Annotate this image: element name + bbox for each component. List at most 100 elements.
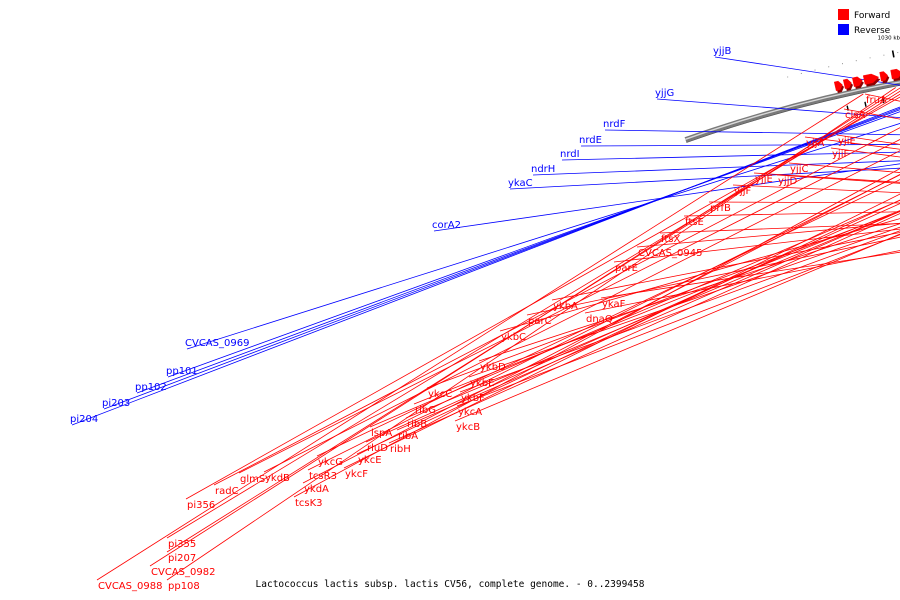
gene-label[interactable]: rluD — [367, 443, 388, 454]
label-leader-line — [659, 223, 900, 234]
gene-label[interactable]: ykbF — [461, 393, 485, 404]
label-leader-line — [356, 199, 900, 455]
label-leader-line — [396, 211, 900, 431]
label-leader-line — [388, 213, 900, 444]
minor-tick-mark — [864, 101, 867, 107]
label-leader-line — [186, 123, 900, 350]
gene-label[interactable]: pi204 — [70, 414, 98, 425]
gene-label[interactable]: ftsX — [661, 234, 680, 245]
gene-label[interactable]: dnaQ — [586, 314, 613, 325]
label-leader-line — [683, 211, 900, 217]
legend: Forward Reverse — [838, 9, 891, 36]
gene-label[interactable]: parC — [528, 316, 552, 327]
track-dot — [855, 60, 857, 62]
label-leader-line — [71, 106, 900, 426]
gene-label[interactable]: ndrH — [531, 164, 555, 175]
outer-dot-track — [787, 52, 899, 78]
gene-label[interactable]: ykdB — [265, 473, 290, 484]
gene-label[interactable]: ykaC — [508, 178, 533, 189]
gene-label[interactable]: ykbC — [501, 332, 526, 343]
gene-label[interactable]: pi356 — [187, 500, 215, 511]
forward-gene[interactable] — [890, 68, 900, 80]
gene-label[interactable]: ykdA — [304, 484, 329, 495]
gene-label[interactable]: pi207 — [168, 553, 196, 564]
label-leader-line — [136, 109, 900, 394]
label-leader-line — [263, 150, 900, 473]
track-dot — [828, 66, 830, 68]
track-dot — [869, 57, 871, 59]
gene-label[interactable]: pi203 — [102, 398, 130, 409]
gene-label[interactable]: ykbA — [553, 301, 578, 312]
label-leader-line — [478, 223, 900, 362]
label-leader-line — [213, 127, 900, 486]
forward-gene[interactable] — [842, 78, 852, 89]
gene-label[interactable]: CVCAS_0982 — [151, 567, 215, 578]
label-leader-line — [238, 139, 900, 474]
gene-label[interactable]: yjjD — [778, 176, 797, 187]
gene-label[interactable]: ykbD — [480, 362, 506, 373]
gene-label[interactable]: pp108 — [168, 581, 200, 592]
gene-label[interactable]: yjjA — [806, 138, 824, 149]
gene-label[interactable]: yjjF — [734, 186, 751, 197]
gene-label[interactable]: ribH — [390, 444, 411, 455]
label-leader-line — [459, 230, 900, 393]
gene-label[interactable]: nrdF — [603, 119, 626, 130]
gene-label[interactable]: nrdE — [579, 135, 602, 146]
gene-label[interactable]: ykaF — [602, 299, 626, 310]
gene-label[interactable]: yjjG — [655, 88, 674, 99]
gene-label[interactable]: nrdI — [560, 149, 580, 160]
gene-label[interactable]: ykcE — [358, 455, 382, 466]
gene-label[interactable]: CVCAS_0988 — [98, 581, 162, 592]
label-leader-line — [149, 87, 900, 567]
gene-label[interactable]: tcsK3 — [295, 498, 323, 509]
gene-label[interactable]: tcsR3 — [309, 471, 337, 482]
gene-label[interactable]: yjjB — [713, 46, 731, 57]
gene-label[interactable]: radC — [215, 486, 239, 497]
gene-label[interactable]: pi355 — [168, 539, 196, 550]
label-leader-line — [864, 93, 900, 102]
gene-label[interactable]: ykcF — [345, 469, 368, 480]
track-dot — [787, 76, 789, 78]
label-leader-line — [604, 129, 900, 136]
gene-label[interactable]: glmS — [240, 474, 265, 485]
label-leader-line — [405, 210, 900, 419]
gene-label[interactable]: ykbE — [470, 378, 494, 389]
gene-label[interactable]: CVCAS_0945 — [638, 248, 702, 259]
label-leader-line — [307, 174, 900, 471]
forward-gene[interactable] — [833, 80, 843, 92]
forward-gene[interactable] — [852, 76, 863, 87]
gene-label[interactable]: yjiE — [838, 136, 856, 147]
gene-label[interactable]: pp101 — [166, 366, 198, 377]
forward-gene[interactable] — [862, 73, 880, 85]
gene-label[interactable]: ribB — [407, 419, 427, 430]
gene-label[interactable]: parE — [615, 263, 638, 274]
gene-label[interactable]: clsA — [845, 110, 865, 121]
gene-label[interactable]: pp102 — [135, 382, 167, 393]
gene-label[interactable]: ftsE — [685, 217, 704, 228]
gene-label[interactable]: ribA — [398, 431, 418, 442]
gene-label[interactable]: corA2 — [432, 220, 461, 231]
label-leader-line — [656, 98, 900, 119]
track-dot — [841, 63, 844, 65]
forward-gene[interactable] — [879, 71, 888, 82]
label-leader-line — [365, 203, 900, 443]
gene-label[interactable]: ykcB — [456, 422, 480, 433]
gene-label[interactable]: ykcA — [458, 407, 482, 418]
gene-label[interactable]: prfB — [710, 203, 731, 214]
gene-label[interactable]: ykcC — [428, 389, 452, 400]
gene-label[interactable]: yjjE — [755, 174, 773, 185]
kbp-tick-mark — [891, 50, 895, 58]
label-leader-line — [526, 236, 900, 316]
gene-label[interactable]: lspA — [371, 428, 392, 439]
gene-label[interactable]: fruA — [866, 95, 887, 106]
gene-label[interactable]: CVCAS_0969 — [185, 338, 249, 349]
gene-label[interactable]: ykcG — [318, 457, 343, 468]
label-leader-line — [561, 151, 900, 161]
kbp-ticks: 970 kbp975 kbp980 kbp985 kbp990 kbp995 k… — [846, 36, 900, 111]
label-leader-line — [185, 96, 900, 500]
gene-label[interactable]: yjjC — [790, 164, 808, 175]
gene-label[interactable]: yjiF — [832, 149, 849, 160]
gene-label[interactable]: ribG — [415, 405, 436, 416]
gene-features — [833, 68, 900, 93]
